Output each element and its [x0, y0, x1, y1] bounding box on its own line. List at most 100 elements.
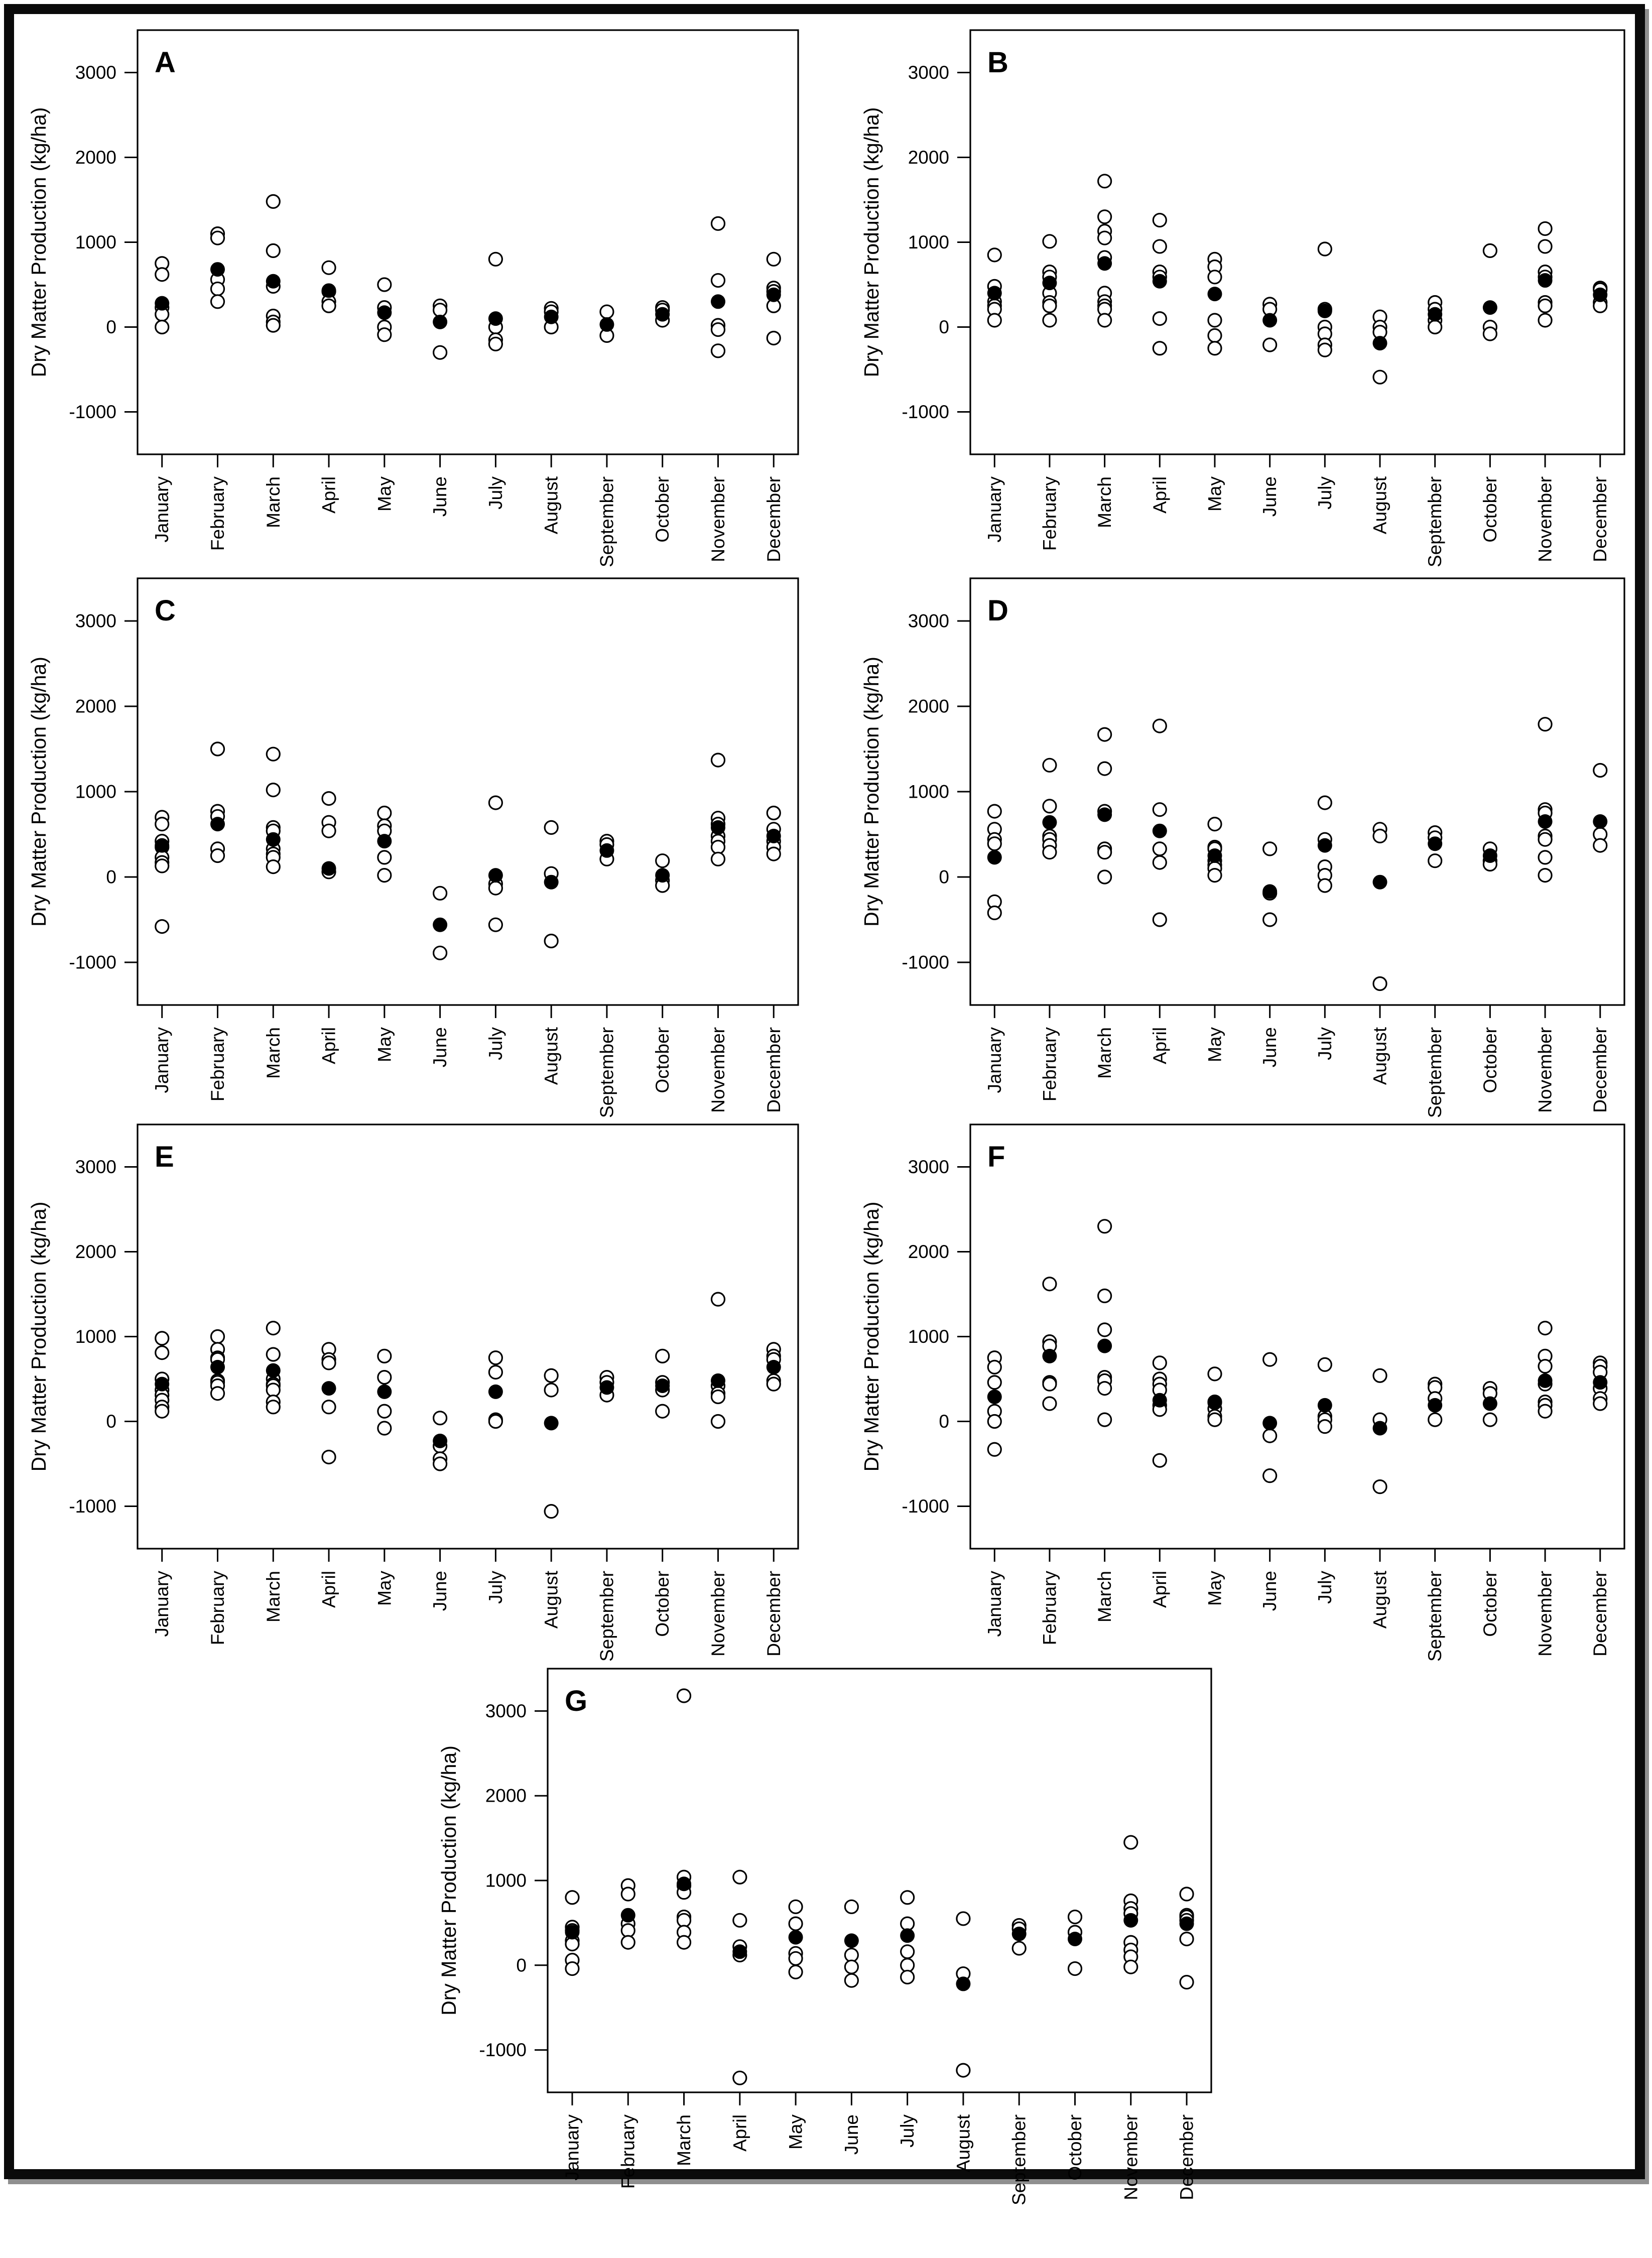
- open-point: [987, 1359, 1002, 1374]
- mean-point: [1372, 1421, 1387, 1436]
- mean-point: [1011, 1926, 1027, 1941]
- open-point: [1428, 853, 1443, 868]
- mean-point: [599, 317, 614, 332]
- x-tick-label: March: [1094, 1027, 1115, 1079]
- mean-point: [1262, 1416, 1278, 1431]
- open-point: [1593, 838, 1608, 853]
- mean-point: [620, 1908, 636, 1923]
- open-point: [544, 820, 559, 835]
- open-point: [987, 313, 1002, 328]
- open-point: [1538, 313, 1553, 328]
- open-point: [900, 1890, 915, 1905]
- open-point: [1317, 795, 1332, 810]
- y-axis-label: Dry Matter Production (kg/ha): [860, 657, 883, 927]
- x-tick-label: July: [1315, 476, 1335, 510]
- x-tick-label: June: [1259, 1027, 1280, 1067]
- open-point: [844, 1959, 859, 1974]
- x-tick-label: February: [1039, 1027, 1060, 1102]
- open-point: [1097, 761, 1112, 776]
- open-point: [987, 1414, 1002, 1429]
- mean-point: [1042, 276, 1057, 291]
- open-point: [1482, 1412, 1497, 1427]
- open-point: [1097, 174, 1112, 189]
- x-tick-label: July: [485, 1027, 506, 1060]
- open-point: [987, 1375, 1002, 1390]
- open-point: [488, 795, 503, 810]
- y-tick-label: 3000: [75, 1157, 116, 1177]
- open-point: [1123, 1959, 1138, 1974]
- open-point: [1152, 1355, 1167, 1370]
- open-point: [266, 194, 281, 209]
- open-point: [377, 867, 392, 883]
- panel-A-chart: -1000 0 1000 2000 3000 Dry Matter Production …: [27, 29, 799, 567]
- open-point: [1042, 1277, 1057, 1292]
- open-point: [266, 1347, 281, 1362]
- mean-point: [544, 874, 559, 890]
- mean-point: [1317, 303, 1332, 318]
- panel-letter: A: [155, 46, 176, 79]
- x-tick-label: September: [1009, 2114, 1030, 2205]
- x-tick-label: October: [652, 1571, 673, 1637]
- open-point: [544, 1504, 559, 1519]
- open-point: [1152, 212, 1167, 228]
- mean-point: [710, 820, 725, 835]
- open-point: [788, 1916, 803, 1931]
- open-point: [732, 2070, 747, 2085]
- open-point: [1372, 828, 1387, 844]
- y-tick-label: 2000: [75, 1241, 116, 1262]
- y-tick-label: 2000: [908, 696, 949, 717]
- mean-point: [710, 1373, 725, 1388]
- open-point: [710, 1389, 726, 1405]
- open-point: [1262, 1468, 1278, 1483]
- y-tick-label: -1000: [69, 1496, 116, 1517]
- open-point: [1538, 221, 1553, 236]
- open-point: [155, 1345, 170, 1360]
- x-tick-label: May: [374, 1571, 395, 1606]
- open-point: [1067, 1961, 1083, 1976]
- open-point: [900, 1916, 915, 1931]
- open-point: [1123, 1835, 1138, 1850]
- open-point: [377, 1404, 392, 1419]
- mean-point: [900, 1928, 915, 1943]
- open-point: [1207, 1366, 1222, 1382]
- mean-point: [677, 1876, 692, 1892]
- open-point: [1538, 717, 1553, 732]
- x-tick-label: July: [897, 2114, 918, 2148]
- open-point: [710, 839, 726, 855]
- open-point: [788, 1951, 803, 1966]
- x-tick-label: February: [207, 1571, 228, 1646]
- y-tick-label: -1000: [902, 402, 949, 422]
- open-point: [1482, 326, 1497, 341]
- mean-point: [1042, 815, 1057, 830]
- mean-point: [321, 283, 336, 298]
- mean-point: [266, 274, 281, 289]
- y-axis-label: Dry Matter Production (kg/ha): [27, 657, 50, 927]
- x-tick-label: October: [1480, 1027, 1500, 1093]
- open-point: [987, 804, 1002, 819]
- open-point: [377, 1348, 392, 1363]
- open-point: [1097, 230, 1112, 245]
- open-point: [1042, 313, 1057, 328]
- open-point: [987, 905, 1002, 921]
- y-tick-label: 2000: [485, 1786, 527, 1806]
- mean-point: [210, 262, 225, 277]
- x-tick-label: June: [1259, 1571, 1280, 1611]
- y-tick-label: 0: [106, 317, 116, 337]
- open-point: [1042, 1396, 1057, 1411]
- mean-point: [433, 917, 448, 932]
- x-tick-label: October: [652, 1027, 673, 1093]
- mean-point: [1097, 807, 1112, 822]
- open-point: [1317, 342, 1332, 357]
- open-point: [210, 1329, 225, 1344]
- open-point: [1262, 1428, 1278, 1443]
- mean-point: [1262, 884, 1278, 899]
- open-point: [377, 327, 392, 342]
- mean-point: [1152, 823, 1167, 838]
- mean-point: [1593, 814, 1608, 829]
- open-point: [1152, 912, 1167, 927]
- x-tick-label: June: [430, 1027, 450, 1067]
- open-point: [1207, 313, 1222, 328]
- open-point: [1538, 1321, 1553, 1336]
- open-point: [1372, 369, 1387, 385]
- mean-point: [1428, 307, 1443, 322]
